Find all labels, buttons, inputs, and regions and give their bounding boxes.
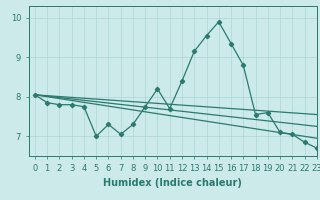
X-axis label: Humidex (Indice chaleur): Humidex (Indice chaleur) bbox=[103, 178, 242, 188]
